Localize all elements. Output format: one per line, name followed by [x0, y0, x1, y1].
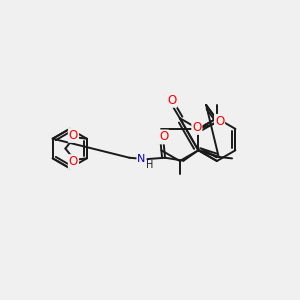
Text: N: N	[137, 154, 146, 164]
Text: H: H	[146, 160, 153, 170]
Text: O: O	[159, 130, 168, 143]
Text: O: O	[192, 121, 202, 134]
Text: O: O	[69, 155, 78, 168]
Text: O: O	[215, 115, 224, 128]
Text: O: O	[167, 94, 176, 107]
Text: O: O	[69, 129, 78, 142]
